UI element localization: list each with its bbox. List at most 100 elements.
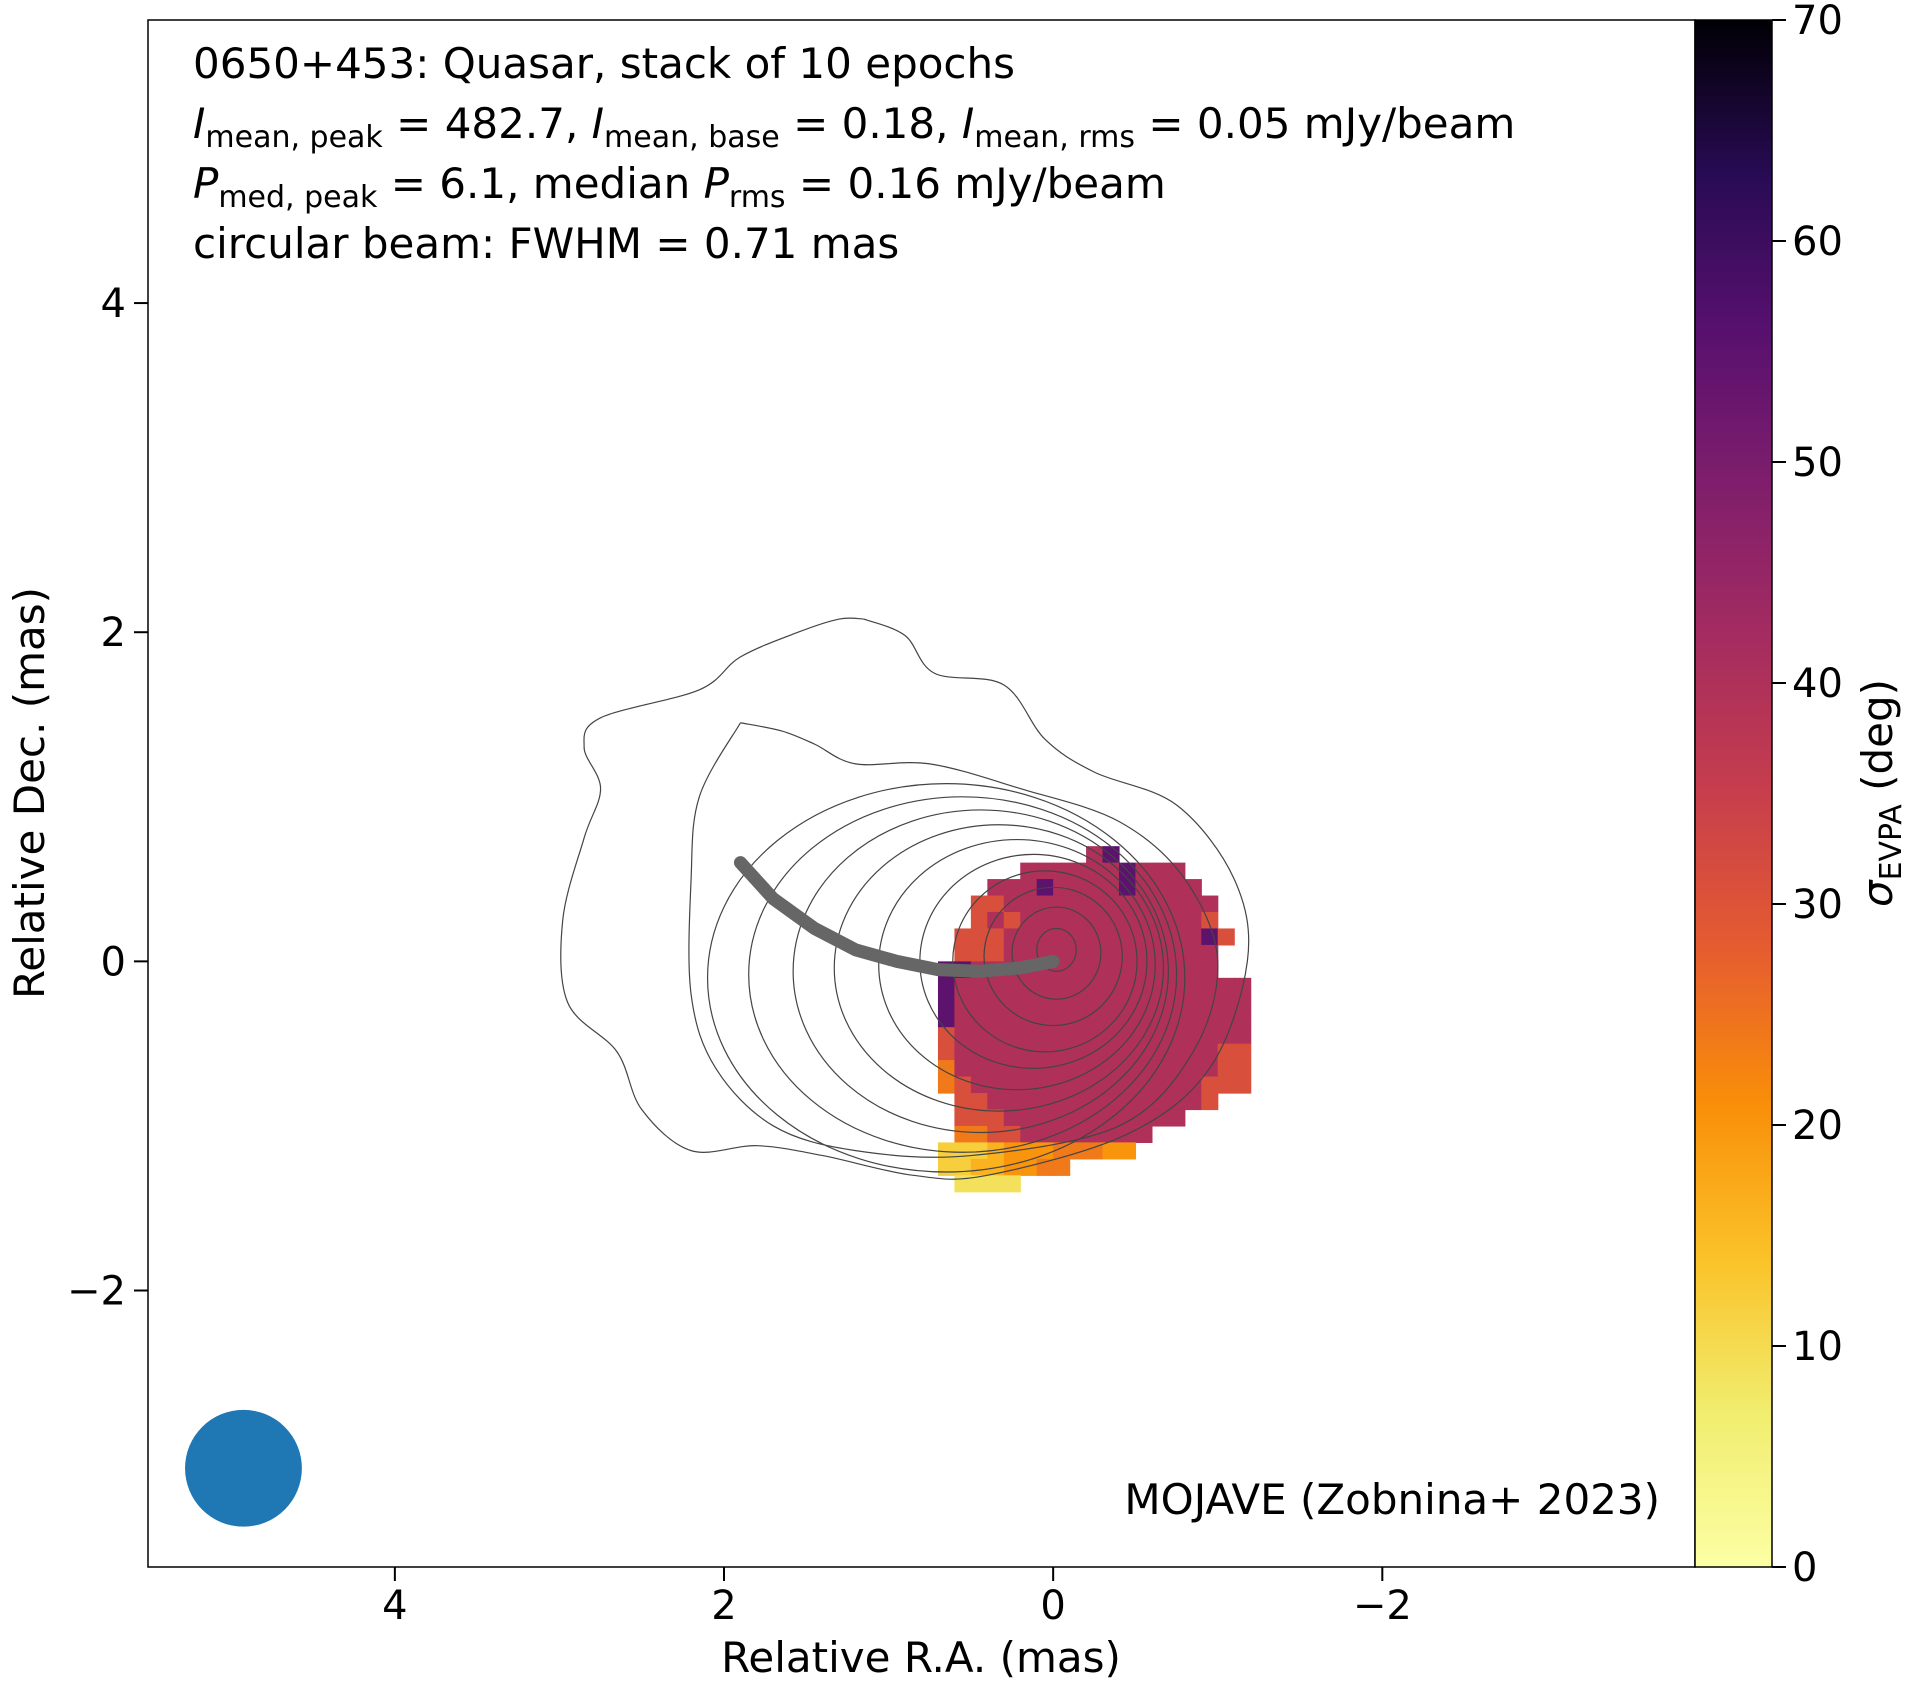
heatmap-cell	[1036, 1010, 1054, 1028]
contour-line	[983, 886, 1123, 1027]
info-line: 0650+453: Quasar, stack of 10 epochs	[193, 39, 1015, 88]
heatmap-cell	[1020, 862, 1038, 880]
colorbar-tick-label: 60	[1792, 219, 1843, 265]
heatmap-cell	[1151, 1076, 1169, 1094]
heatmap-cell	[1003, 928, 1021, 946]
heatmap-cell	[1003, 1060, 1021, 1078]
heatmap-cell	[1234, 1043, 1252, 1061]
heatmap-cell	[1102, 1027, 1120, 1045]
colorbar-tick-label: 10	[1792, 1324, 1843, 1370]
heatmap-cell	[1102, 911, 1120, 930]
heatmap-cell	[1053, 1043, 1071, 1061]
heatmap-cell	[1168, 977, 1186, 995]
heatmap-cell	[1003, 977, 1021, 995]
heatmap-cell	[1217, 1043, 1235, 1061]
heatmap-cell	[1184, 961, 1202, 979]
heatmap-cell	[1086, 1010, 1104, 1028]
heatmap-cell	[1201, 1043, 1219, 1061]
heatmap-cell	[1086, 911, 1104, 930]
heatmap-cell	[1003, 1010, 1021, 1028]
heatmap-cell	[1184, 1093, 1202, 1111]
heatmap-cell	[1168, 1010, 1186, 1028]
jet-ridge-line	[733, 856, 1060, 978]
heatmap-cell	[970, 1060, 988, 1078]
heatmap-cell	[1168, 1060, 1186, 1078]
heatmap-cell	[1102, 1010, 1120, 1028]
heatmap-cell	[987, 928, 1005, 946]
heatmap-cell	[1151, 961, 1169, 979]
heatmap-cell	[1102, 1043, 1120, 1061]
heatmap-cell	[954, 1027, 972, 1045]
heatmap-cell	[970, 1093, 988, 1111]
heatmap-cell	[1069, 879, 1087, 897]
heatmap-cell	[987, 977, 1005, 995]
heatmap-cell	[1184, 1010, 1202, 1028]
heatmap-cell	[1217, 1027, 1235, 1045]
heatmap-cell	[1003, 1175, 1021, 1193]
contour-line	[688, 722, 1219, 1158]
plot-area	[185, 617, 1252, 1527]
heatmap-cell	[987, 944, 1005, 962]
colorbar	[1695, 20, 1772, 1567]
contour-line	[560, 617, 1250, 1180]
intensity-contours	[560, 617, 1250, 1180]
heatmap-cell	[954, 1010, 972, 1028]
heatmap-cell	[1151, 994, 1169, 1012]
contour-line	[1011, 906, 1102, 1000]
heatmap-cell	[1053, 1076, 1071, 1094]
heatmap-cell	[1201, 961, 1219, 979]
contour-line	[878, 838, 1156, 1091]
heatmap-cell	[1118, 1109, 1137, 1127]
heatmap-cell	[937, 1010, 956, 1028]
colorbar-tick-label: 30	[1792, 882, 1843, 928]
heatmap-cell	[1069, 1010, 1087, 1028]
heatmap-cell	[1184, 928, 1202, 946]
contour-line	[748, 796, 1178, 1153]
heatmap-cell	[1217, 1010, 1235, 1028]
heatmap-cell	[1102, 895, 1120, 913]
heatmap-cell	[1168, 1109, 1186, 1127]
heatmap-cell	[1201, 1010, 1219, 1028]
heatmap-cell	[987, 1043, 1005, 1061]
heatmap-cell	[1234, 1027, 1252, 1045]
heatmap-cell	[937, 1142, 956, 1160]
heatmap-cell	[1086, 994, 1104, 1012]
heatmap-cell	[1201, 895, 1219, 913]
heatmap-cell	[987, 895, 1005, 913]
heatmap-cell	[1003, 1158, 1021, 1176]
heatmap-cell	[937, 1158, 956, 1176]
heatmap-cell	[954, 1125, 972, 1143]
heatmap-cell	[1234, 1010, 1252, 1028]
heatmap-cell	[1184, 895, 1202, 913]
heatmap-cell	[1168, 928, 1186, 946]
heatmap-cell	[1168, 862, 1186, 880]
heatmap-cell	[1201, 1076, 1219, 1094]
heatmap-cell	[1053, 994, 1071, 1012]
info-line: circular beam: FWHM = 0.71 mas	[193, 219, 899, 268]
heatmap-cell	[1168, 1076, 1186, 1094]
colorbar-tick-label: 70	[1792, 0, 1843, 44]
heatmap-cell	[1118, 1043, 1137, 1061]
heatmap-cell	[1036, 1109, 1054, 1127]
heatmap-cell	[1201, 928, 1219, 946]
heatmap-cell	[1135, 1093, 1153, 1111]
heatmap-cell	[987, 1060, 1005, 1078]
heatmap-cell	[970, 994, 988, 1012]
heatmap-cell	[1184, 1027, 1202, 1045]
contour-line	[833, 824, 1165, 1112]
heatmap-cell	[987, 911, 1005, 930]
heatmap-cell	[1135, 1109, 1153, 1127]
heatmap-cell	[970, 944, 988, 962]
heatmap-cell	[1053, 1010, 1071, 1028]
heatmap-cell	[970, 1175, 988, 1193]
colorbar-ticks: 70 60 50 40 30 20 10 0	[1772, 0, 1843, 1591]
heatmap-cell	[1168, 1043, 1186, 1061]
heatmap-cell	[1118, 1027, 1137, 1045]
heatmap-cell	[1053, 895, 1071, 913]
heatmap-cell	[970, 977, 988, 995]
heatmap-cell	[1003, 1109, 1021, 1127]
heatmap-cell	[1086, 1109, 1104, 1127]
heatmap-cell	[1135, 944, 1153, 962]
